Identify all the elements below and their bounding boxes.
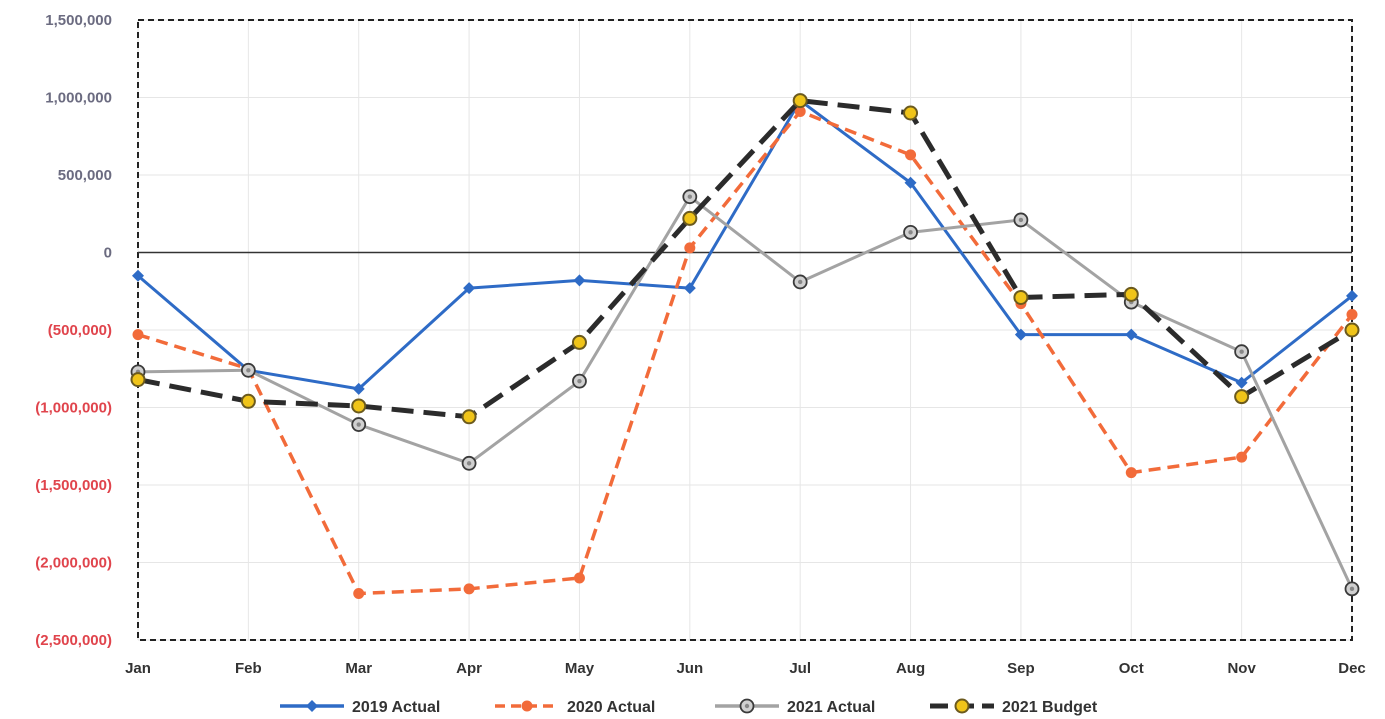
data-point xyxy=(1125,467,1137,479)
data-point-core xyxy=(744,703,750,709)
data-point xyxy=(132,269,144,282)
legend-label: 2021 Budget xyxy=(1002,699,1098,716)
legend-label: 2021 Actual xyxy=(787,699,875,716)
data-point xyxy=(572,373,587,389)
data-point-core xyxy=(246,368,251,373)
legend-label: 2019 Actual xyxy=(352,699,440,716)
data-point xyxy=(240,393,256,409)
y-tick-label: (2,500,000) xyxy=(35,632,112,649)
data-point xyxy=(461,409,477,425)
data-point xyxy=(1344,581,1360,597)
data-point-core xyxy=(1018,217,1024,223)
data-point xyxy=(1013,212,1029,228)
x-tick-label: Oct xyxy=(1119,660,1144,677)
series-2021-budget xyxy=(130,93,1360,425)
y-tick-label: 0 xyxy=(104,245,112,262)
data-point xyxy=(571,334,587,350)
data-point xyxy=(1125,328,1138,341)
data-point xyxy=(573,572,585,584)
data-point-core xyxy=(577,378,582,384)
data-point xyxy=(573,274,586,287)
data-point xyxy=(905,149,917,161)
data-point xyxy=(1014,328,1027,341)
data-point-core xyxy=(687,194,693,199)
y-tick-label: (2,000,000) xyxy=(35,555,112,572)
y-tick-label: 500,000 xyxy=(58,167,112,184)
y-tick-label: 1,000,000 xyxy=(45,90,112,107)
x-tick-label: Mar xyxy=(345,660,372,677)
y-tick-label: (1,500,000) xyxy=(35,477,112,494)
data-point xyxy=(463,583,475,595)
legend-entry: 2021 Budget xyxy=(930,698,1098,716)
data-point xyxy=(682,189,698,205)
data-point xyxy=(130,372,146,388)
data-point xyxy=(1235,376,1248,389)
x-tick-label: Jun xyxy=(676,660,703,677)
y-tick-label: 1,500,000 xyxy=(45,12,112,29)
data-point xyxy=(1123,286,1139,302)
x-tick-label: Sep xyxy=(1007,660,1035,677)
x-tick-label: Jul xyxy=(789,660,811,677)
data-point xyxy=(684,242,696,254)
series-line xyxy=(136,195,1354,591)
x-tick-label: Aug xyxy=(896,660,925,677)
data-point xyxy=(240,362,256,378)
x-tick-label: May xyxy=(565,660,595,677)
data-point xyxy=(683,282,696,295)
x-tick-label: Dec xyxy=(1338,660,1366,677)
y-tick-label: (1,000,000) xyxy=(35,400,112,417)
data-point xyxy=(954,698,970,714)
data-point xyxy=(351,398,367,414)
x-tick-label: Jan xyxy=(125,660,151,677)
data-point xyxy=(903,105,919,121)
x-tick-label: Apr xyxy=(456,660,482,677)
data-point xyxy=(794,105,806,117)
data-point xyxy=(463,282,476,295)
data-point xyxy=(132,329,144,341)
data-point xyxy=(351,417,367,432)
data-point xyxy=(792,93,808,109)
data-point xyxy=(1346,309,1358,320)
x-tick-label: Feb xyxy=(235,660,262,677)
legend-entry: 2019 Actual xyxy=(280,699,440,716)
series-line xyxy=(137,109,1354,596)
data-point xyxy=(521,700,533,712)
data-point-core xyxy=(466,461,472,466)
axis-layer: 1,500,000 1,000,000 500,000 0 (500,000) (1,00… xyxy=(35,12,1366,677)
data-point xyxy=(903,224,918,240)
legend-label: 2020 Actual xyxy=(567,699,655,716)
series-layer xyxy=(130,93,1360,599)
data-point xyxy=(306,700,318,712)
y-tick-label: (500,000) xyxy=(48,322,112,339)
data-point-core xyxy=(1239,349,1244,354)
data-point xyxy=(739,698,755,714)
data-point-core xyxy=(356,422,361,427)
data-point xyxy=(904,176,917,189)
chart-legend: 2019 Actual 2020 Actual 2021 Actual 2021 Bu… xyxy=(280,698,1098,716)
legend-entry: 2021 Actual xyxy=(715,698,875,716)
data-point xyxy=(682,210,698,226)
data-point xyxy=(461,455,477,471)
data-point xyxy=(1013,289,1029,305)
data-point-core xyxy=(797,279,803,285)
data-point xyxy=(1234,344,1250,360)
data-point xyxy=(1344,322,1360,338)
legend-entry: 2020 Actual xyxy=(495,699,655,716)
data-point xyxy=(352,382,365,395)
data-point-core xyxy=(1349,586,1355,592)
series-line xyxy=(136,99,1354,391)
series-2019-actual xyxy=(132,94,1358,395)
data-point-core xyxy=(908,230,913,235)
data-point xyxy=(1236,451,1248,463)
data-point xyxy=(353,588,365,599)
x-tick-label: Nov xyxy=(1227,660,1256,677)
data-point xyxy=(1234,389,1250,405)
series-2021-actual xyxy=(130,189,1360,597)
data-point xyxy=(1346,289,1358,302)
series-line xyxy=(137,98,1354,420)
data-point xyxy=(792,274,808,290)
